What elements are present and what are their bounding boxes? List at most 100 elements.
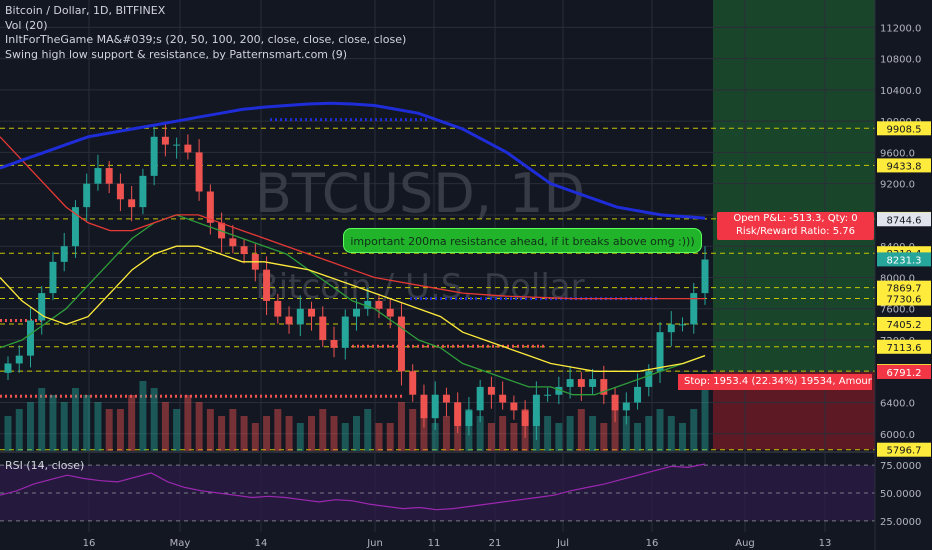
- volume-bar: [71, 388, 79, 451]
- price-axis-label-bg: [877, 252, 931, 267]
- volume-bar: [566, 416, 574, 451]
- price-axis-label-bg: [877, 121, 931, 136]
- volume-bar: [645, 416, 653, 451]
- volume-bar: [195, 402, 203, 451]
- time-axis-tick: May: [170, 538, 191, 549]
- candle-body: [521, 410, 529, 426]
- volume-bar: [420, 416, 428, 451]
- time-axis-tick: Jul: [556, 538, 569, 549]
- candle-body: [476, 386, 484, 411]
- candle-body: [263, 269, 271, 301]
- time-axis-tick: 13: [819, 538, 832, 549]
- price-axis-tick: 9600.0: [880, 148, 915, 159]
- candle-body: [544, 394, 552, 396]
- volume-bar: [330, 416, 338, 451]
- price-axis-label: 7113.6: [887, 343, 922, 354]
- legend-swing-levels[interactable]: Swing high low support & resistance, by …: [5, 47, 348, 61]
- volume-bar: [105, 409, 113, 451]
- volume-bar: [263, 416, 271, 451]
- candle-body: [94, 168, 102, 184]
- candle-body: [375, 300, 383, 309]
- time-axis-tick: Aug: [735, 538, 755, 549]
- candle-body: [296, 308, 304, 325]
- candle-body: [49, 261, 57, 294]
- candle-body: [600, 379, 608, 395]
- position-pnl-label[interactable]: Open P&L: -513.3, Qty: 0 Risk/Reward Rat…: [717, 212, 874, 240]
- rsi-axis-tick: 50.0000: [880, 489, 921, 500]
- candle-body: [206, 191, 214, 223]
- price-axis-tick: 7600.0: [880, 305, 915, 316]
- volume-bar: [319, 409, 327, 451]
- candle-body: [139, 175, 147, 208]
- volume-bar: [589, 416, 597, 451]
- candle-body: [454, 402, 462, 426]
- legend-volume[interactable]: Vol (20): [5, 18, 48, 32]
- candle-body: [319, 316, 327, 341]
- candle-body: [195, 152, 203, 192]
- volume-bar: [555, 423, 563, 451]
- candle-body: [487, 386, 495, 395]
- volume-bar: [128, 395, 136, 451]
- candle-body: [679, 324, 687, 326]
- price-axis-label-bg: [877, 339, 931, 354]
- candle-body: [353, 308, 360, 317]
- volume-bar: [375, 423, 383, 451]
- rsi-legend[interactable]: RSI (14, close): [5, 459, 85, 472]
- volume-bar: [622, 416, 630, 451]
- volume-bar: [218, 416, 226, 451]
- price-axis-tick: 9200.0: [880, 180, 915, 191]
- legend-moving-averages[interactable]: InItForTheGame MA&#039;s (20, 50, 100, 2…: [5, 33, 407, 46]
- candle-body: [409, 371, 417, 395]
- candle-body: [60, 246, 68, 262]
- candle-body: [566, 379, 574, 387]
- candle-body: [645, 371, 653, 387]
- candle-body: [431, 394, 439, 419]
- price-axis-label: 7869.7: [887, 284, 922, 295]
- volume-bar: [667, 416, 675, 451]
- rsi-axis-tick: 25.0000: [880, 517, 921, 528]
- annotation-note[interactable]: important 200ma resistance ahead, if it …: [343, 228, 702, 253]
- candle-body: [229, 238, 237, 247]
- candle-body: [285, 316, 293, 325]
- candle-body: [555, 386, 563, 395]
- volume-bar: [701, 381, 709, 451]
- volume-bar: [83, 395, 91, 451]
- chart-legend: Bitcoin / Dollar, 1D, BITFINEX Vol (20) …: [5, 4, 406, 62]
- moving-average-line: [0, 214, 706, 396]
- price-axis-label: 7405.2: [887, 320, 922, 331]
- candle-body: [442, 394, 450, 403]
- volume-bar: [656, 409, 664, 451]
- volume-bar: [139, 381, 147, 451]
- volume-bar: [296, 423, 304, 451]
- price-axis-label: 6791.2: [887, 368, 922, 379]
- legend-symbol[interactable]: Bitcoin / Dollar, 1D, BITFINEX: [5, 4, 166, 17]
- volume-bar: [161, 402, 169, 451]
- candle-body: [71, 207, 79, 247]
- moving-average-line: [0, 136, 705, 300]
- candle-body: [184, 144, 192, 153]
- price-axis-label-bg: [877, 291, 931, 306]
- candle-body: [308, 308, 316, 317]
- candle-body: [397, 316, 405, 372]
- volume-bar: [94, 402, 102, 451]
- candle-body: [589, 379, 597, 387]
- pnl-line: Open P&L: -513.3, Qty: 0: [733, 213, 858, 224]
- volume-bar: [510, 423, 518, 451]
- volume-bar: [634, 423, 642, 451]
- candle-body: [510, 402, 518, 411]
- volume-bar: [308, 416, 316, 451]
- price-axis-label-bg: [877, 442, 931, 457]
- price-axis-tick: 6000.0: [880, 430, 915, 441]
- stop-label[interactable]: Stop: 1953.4 (22.34%) 19534, Amount: 1..…: [678, 374, 872, 390]
- volume-bar: [690, 409, 698, 451]
- candle-body: [364, 300, 372, 309]
- volume-bar: [600, 423, 608, 451]
- volume-bar: [184, 395, 192, 451]
- moving-average-line: [0, 101, 706, 220]
- price-axis-tick: 11200.0: [880, 23, 921, 34]
- candle-body: [26, 320, 34, 356]
- volume-bar: [60, 402, 68, 451]
- volume-bar: [229, 409, 237, 451]
